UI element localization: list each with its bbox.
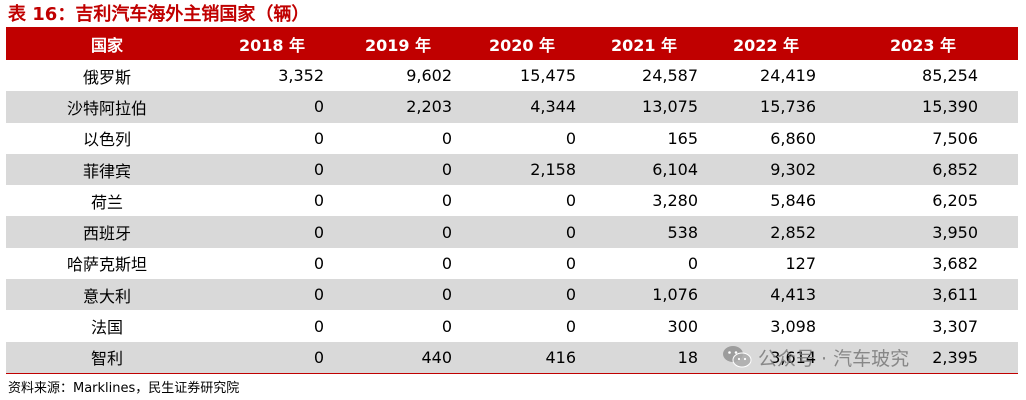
value-cell: 18	[677, 347, 698, 367]
source-note: 资料来源：Marklines，民生证券研究院	[8, 381, 240, 396]
table-row: 以色列 0 0 0 165 6,860 7,506	[6, 123, 1018, 154]
value-cell: 24,419	[760, 66, 816, 86]
header-2018: 2018 年	[238, 36, 306, 55]
table-row: 法国 0 0 0 300 3,098 3,307	[6, 310, 1018, 341]
value-cell: 2,158	[530, 160, 576, 180]
value-cell: 4,344	[530, 97, 576, 117]
value-cell: 3,611	[932, 285, 978, 305]
country-cell: 俄罗斯	[82, 67, 131, 87]
table-row: 菲律宾 0 0 2,158 6,104 9,302 6,852	[6, 153, 1018, 186]
value-cell: 0	[565, 316, 576, 336]
watermark: 公众号 · 汽车玻究	[722, 342, 909, 372]
header-2020: 2020 年	[488, 36, 556, 55]
value-cell: 3,614	[770, 347, 816, 367]
watermark-text: 公众号 · 汽车玻究	[758, 347, 910, 370]
table-row: 意大利 0 0 0 1,076 4,413 3,611	[6, 279, 1018, 311]
value-cell: 0	[441, 160, 452, 180]
table-header-row: 国家 2018 年 2019 年 2020 年 2021 年 2022 年 20…	[6, 28, 1018, 60]
table-title: 表 16：吉利汽车海外主销国家（辆）	[8, 4, 310, 25]
value-cell: 6,104	[652, 160, 698, 180]
value-cell: 0	[313, 128, 324, 148]
value-cell: 0	[565, 285, 576, 305]
header-2022: 2022 年	[732, 36, 800, 55]
bottom-rule	[6, 373, 1018, 374]
value-cell: 2,395	[932, 347, 978, 367]
country-cell: 西班牙	[82, 224, 131, 244]
value-cell: 0	[687, 253, 698, 273]
value-cell: 3,950	[932, 222, 978, 242]
table-row: 荷兰 0 0 0 3,280 5,846 6,205	[6, 185, 1018, 216]
value-cell: 7,506	[932, 128, 978, 148]
value-cell: 416	[545, 347, 576, 367]
value-cell: 0	[313, 347, 324, 367]
value-cell: 0	[441, 316, 452, 336]
country-cell: 菲律宾	[82, 161, 131, 181]
value-cell: 0	[565, 222, 576, 242]
value-cell: 0	[313, 253, 324, 273]
value-cell: 2,203	[406, 97, 452, 117]
header-2023: 2023 年	[889, 36, 957, 55]
value-cell: 6,852	[932, 160, 978, 180]
value-cell: 165	[667, 128, 698, 148]
value-cell: 0	[441, 222, 452, 242]
value-cell: 3,280	[652, 191, 698, 211]
country-cell: 沙特阿拉伯	[66, 98, 147, 118]
value-cell: 538	[667, 222, 698, 242]
value-cell: 6,205	[932, 191, 978, 211]
value-cell: 0	[441, 253, 452, 273]
country-cell: 意大利	[82, 286, 131, 306]
value-cell: 3,682	[932, 253, 978, 273]
value-cell: 0	[313, 316, 324, 336]
value-cell: 0	[441, 285, 452, 305]
value-cell: 440	[421, 347, 452, 367]
value-cell: 0	[313, 285, 324, 305]
value-cell: 3,352	[278, 66, 324, 86]
header-2021: 2021 年	[610, 36, 678, 55]
value-cell: 15,390	[922, 97, 978, 117]
value-cell: 3,307	[932, 316, 978, 336]
table-row: 西班牙 0 0 0 538 2,852 3,950	[6, 216, 1018, 248]
value-cell: 0	[441, 128, 452, 148]
country-cell: 哈萨克斯坦	[66, 255, 147, 275]
value-cell: 6,860	[770, 128, 816, 148]
value-cell: 2,852	[770, 222, 816, 242]
value-cell: 24,587	[642, 66, 698, 86]
value-cell: 0	[565, 191, 576, 211]
value-cell: 1,076	[652, 285, 698, 305]
value-cell: 0	[313, 97, 324, 117]
value-cell: 300	[667, 316, 698, 336]
table-row: 智利 0 440 416 18 3,614 2,395	[6, 341, 1018, 373]
value-cell: 0	[313, 191, 324, 211]
value-cell: 13,075	[642, 97, 698, 117]
value-cell: 127	[785, 253, 816, 273]
table-row: 哈萨克斯坦 0 0 0 0 127 3,682	[6, 248, 1018, 279]
value-cell: 5,846	[770, 191, 816, 211]
value-cell: 0	[313, 222, 324, 242]
country-cell: 荷兰	[90, 192, 123, 212]
table-row: 沙特阿拉伯 0 2,203 4,344 13,075 15,736 15,390	[6, 91, 1018, 123]
value-cell: 0	[313, 160, 324, 180]
wechat-icon	[723, 346, 752, 368]
overseas-sales-table: 国家 2018 年 2019 年 2020 年 2021 年 2022 年 20…	[6, 28, 1018, 373]
value-cell: 4,413	[770, 285, 816, 305]
value-cell: 85,254	[922, 66, 978, 86]
value-cell: 3,098	[770, 316, 816, 336]
country-cell: 法国	[90, 318, 123, 338]
table-row: 俄罗斯 3,352 9,602 15,475 24,587 24,419 85,…	[6, 60, 1018, 91]
header-2019: 2019 年	[364, 36, 432, 55]
country-cell: 以色列	[82, 130, 131, 150]
header-country: 国家	[90, 36, 123, 55]
value-cell: 0	[565, 128, 576, 148]
value-cell: 9,602	[406, 66, 452, 86]
value-cell: 15,475	[520, 66, 576, 86]
value-cell: 9,302	[770, 160, 816, 180]
top-rule	[6, 27, 1018, 28]
country-cell: 智利	[90, 349, 123, 369]
value-cell: 0	[441, 191, 452, 211]
value-cell: 15,736	[760, 97, 816, 117]
value-cell: 0	[565, 253, 576, 273]
